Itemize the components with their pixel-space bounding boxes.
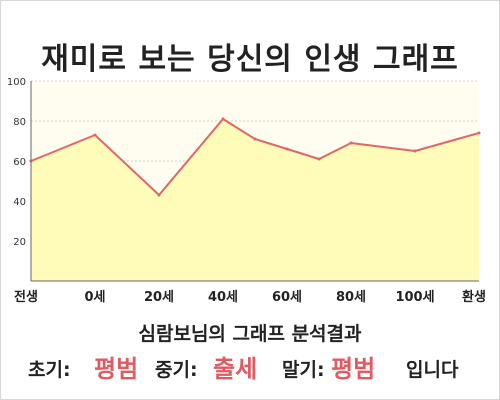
middle-label: 중기: — [155, 359, 198, 381]
y-tick-label: 100 — [7, 77, 26, 88]
x-tick-label: 80세 — [336, 290, 366, 305]
x-tick-label: 환생 — [462, 289, 486, 305]
result-heading: 심람보님의 그래프 분석결과 — [138, 323, 362, 345]
x-tick-label: 0세 — [84, 290, 105, 305]
ending-text: 입니다 — [406, 359, 459, 381]
data-point — [253, 137, 257, 141]
x-tick-label: 40세 — [208, 290, 238, 305]
data-point — [157, 193, 161, 197]
result-summary: 초기: 평범 중기: 출세 말기: 평범 입니다 — [0, 348, 500, 383]
y-tick-label: 40 — [13, 197, 26, 208]
data-point — [93, 133, 97, 137]
x-tick-label: 100세 — [395, 290, 434, 305]
early-value: 평범 — [94, 355, 139, 383]
area-fill — [31, 119, 479, 281]
data-point — [221, 117, 225, 121]
data-point — [285, 147, 289, 151]
y-tick-label: 80 — [13, 117, 26, 128]
series-line — [30, 118, 480, 196]
page-title: 재미로 보는 당신의 인생 그래프 — [41, 42, 459, 77]
data-point — [413, 149, 417, 153]
y-tick-label: 60 — [13, 157, 26, 168]
late-label: 말기: — [282, 359, 325, 381]
x-tick-label: 전생 — [14, 289, 38, 305]
data-point — [477, 131, 481, 135]
late-value: 평범 — [331, 355, 376, 383]
early-label: 초기: — [28, 359, 71, 381]
x-tick-label: 20세 — [144, 290, 174, 305]
middle-value: 출세 — [213, 355, 258, 383]
data-point — [317, 157, 321, 161]
x-tick-label: 60세 — [272, 290, 302, 305]
y-tick-label: 20 — [13, 237, 26, 248]
data-point — [349, 141, 353, 145]
